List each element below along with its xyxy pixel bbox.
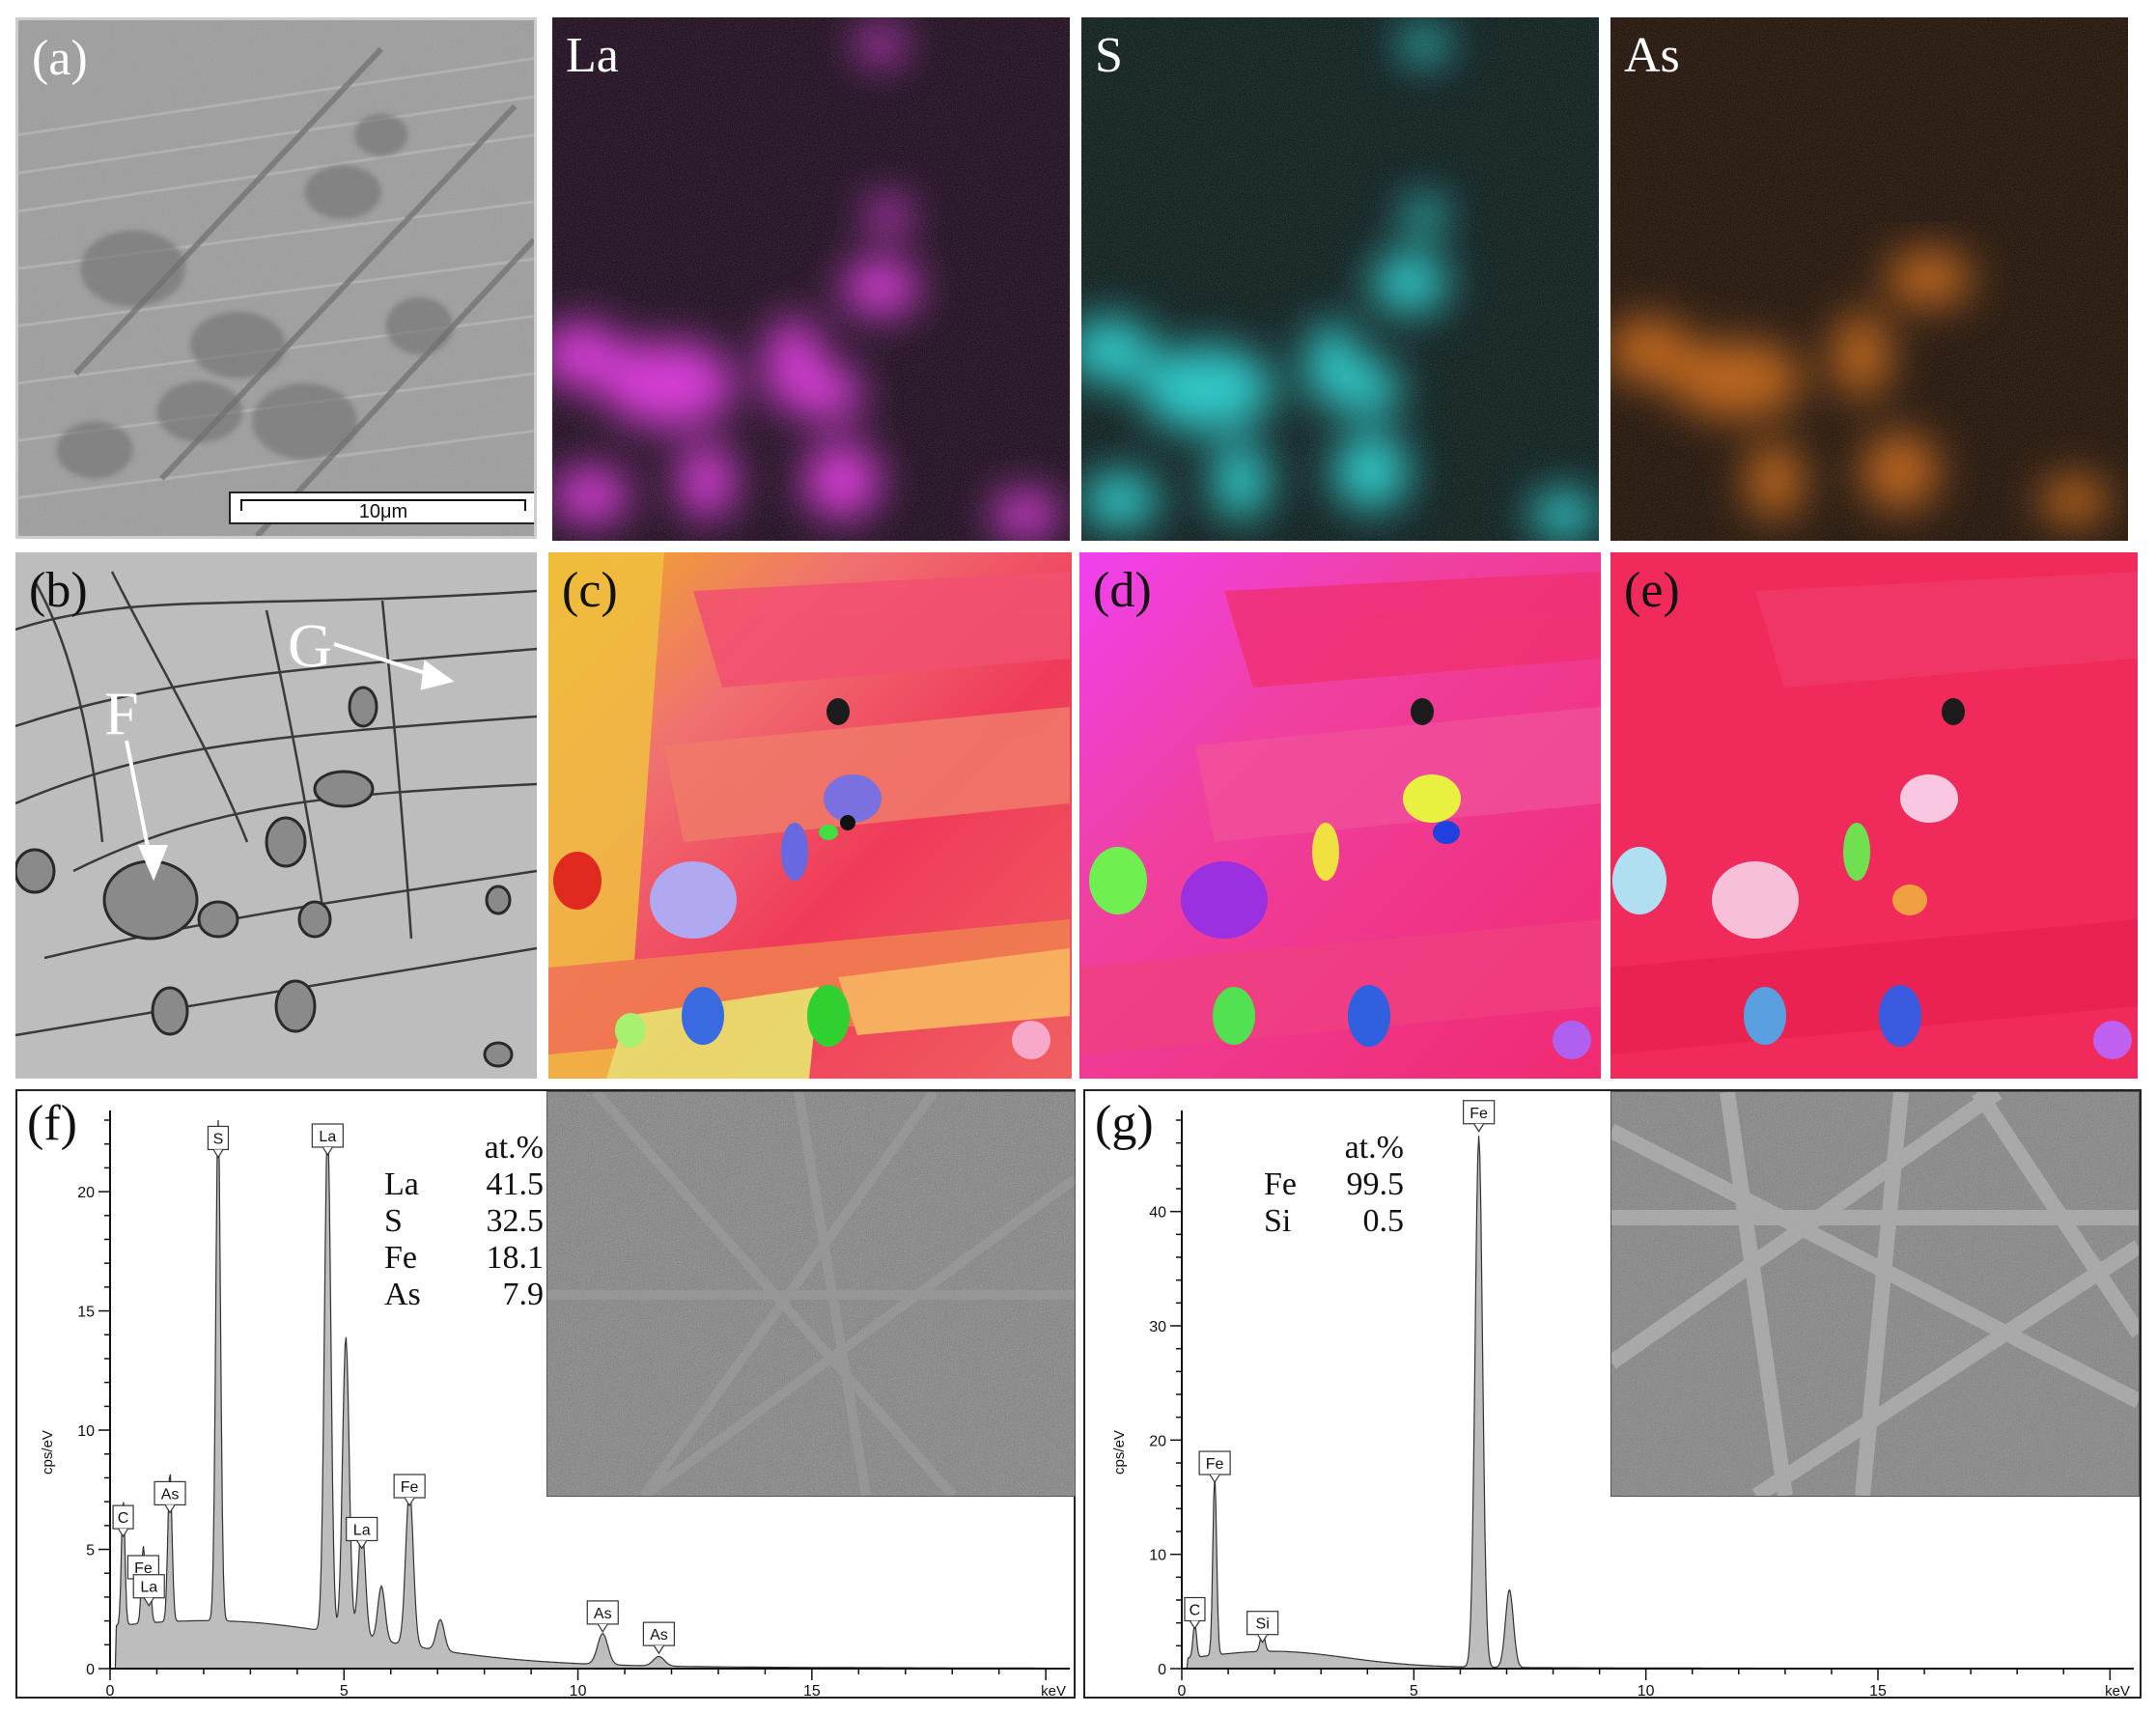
peak-label: As (642, 1621, 676, 1655)
peak-label: As (154, 1480, 186, 1514)
svg-text:Fe: Fe (401, 1479, 419, 1496)
svg-text:C: C (1190, 1603, 1201, 1619)
svg-text:C: C (118, 1510, 129, 1527)
peak-label: C (112, 1504, 134, 1538)
composition-row: Si 0.5 (1264, 1203, 1404, 1239)
peak-label: S (207, 1125, 230, 1159)
panel-d-label: (d) (1093, 563, 1152, 618)
peak-label: La (132, 1574, 165, 1607)
svg-text:As: As (650, 1627, 668, 1644)
ebsd-map-d-panel: (d) (1079, 552, 1601, 1079)
grain-g-annotation: G (288, 611, 333, 680)
y-tick-label: 20 (77, 1185, 95, 1201)
x-tick-label: 0 (1178, 1683, 1187, 1697)
composition-header: at.% (1344, 1130, 1404, 1166)
svg-text:La: La (319, 1129, 336, 1145)
scale-bar: 10μm (229, 492, 534, 524)
svg-text:Fe: Fe (1206, 1456, 1224, 1473)
x-tick-label: 15 (1869, 1683, 1887, 1697)
composition-row: La 41.5 (384, 1166, 544, 1202)
panel-b-label: (b) (29, 563, 88, 618)
panel-c-label: (c) (562, 563, 618, 618)
svg-text:S: S (213, 1131, 224, 1147)
svg-text:La: La (353, 1522, 371, 1538)
svg-text:La: La (140, 1580, 157, 1596)
peak-label: Fe (393, 1474, 426, 1507)
x-tick-label: 10 (1638, 1683, 1655, 1697)
x-tick-label: 5 (1410, 1683, 1418, 1697)
composition-row: S 32.5 (384, 1203, 544, 1239)
y-tick-label: 20 (1149, 1433, 1166, 1449)
svg-text:Si: Si (1256, 1616, 1270, 1633)
composition-table-f: at.% La 41.5 S 32.5 Fe 18.1 As 7.9 (384, 1130, 544, 1313)
y-tick-label: 10 (77, 1423, 95, 1440)
ebsd-map-c-panel: (c) (548, 552, 1072, 1079)
svg-text:Fe: Fe (1470, 1106, 1488, 1122)
peak-label: La (346, 1516, 378, 1550)
svg-text:As: As (594, 1606, 612, 1622)
composition-header: at.% (484, 1130, 544, 1166)
eds-spectrum-g-panel: 0 5 10 15 0 10 20 30 40 keV cps/eV C Fe Si Fe (g) at.%… (1083, 1089, 2142, 1699)
y-tick-label: 30 (1149, 1319, 1166, 1335)
x-axis-label: keV (1041, 1683, 1066, 1697)
eds-spectrum-g-chart: 0 5 10 15 0 10 20 30 40 keV cps/eV C Fe Si Fe (1111, 1100, 2134, 1697)
as-map-label: As (1624, 28, 1680, 83)
eds-spectrum-f-panel: 0 5 10 15 0 5 10 15 20 keV cps/eV C Fe La As S La La Fe As A… (15, 1089, 1076, 1699)
peak-label: Si (1246, 1611, 1279, 1644)
as-map-panel: As (1610, 17, 2128, 541)
panel-a-label: (a) (32, 31, 88, 86)
composition-table-g: at.% Fe 99.5 Si 0.5 (1264, 1130, 1404, 1240)
s-map-panel: S (1081, 17, 1599, 541)
y-tick-label: 15 (77, 1305, 95, 1321)
x-tick-label: 15 (803, 1683, 821, 1697)
composition-row: As 7.9 (384, 1277, 544, 1312)
x-axis-label: keV (2105, 1683, 2130, 1697)
sem-image-panel: (a) 10μm (15, 17, 537, 539)
x-tick-label: 10 (570, 1683, 587, 1697)
kikuchi-pattern-g (1610, 1091, 2140, 1497)
panel-e-label: (e) (1624, 563, 1680, 618)
composition-row: Fe 99.5 (1264, 1166, 1404, 1202)
panel-f-label: (f) (27, 1096, 77, 1151)
eds-spectrum-f-chart: 0 5 10 15 0 5 10 15 20 keV cps/eV C Fe La As S La La Fe As A… (40, 1110, 1070, 1697)
la-map-label: La (566, 28, 619, 83)
peak-label: As (586, 1600, 619, 1634)
svg-text:Fe: Fe (134, 1560, 153, 1577)
x-tick-label: 5 (340, 1683, 349, 1697)
y-tick-label: 40 (1149, 1205, 1166, 1222)
composition-row: Fe 18.1 (384, 1240, 544, 1276)
grain-f-annotation: F (104, 679, 139, 747)
peak-label: Fe (1198, 1450, 1231, 1484)
ebsd-map-e-panel: (e) (1610, 552, 2138, 1079)
panel-g-label: (g) (1095, 1096, 1154, 1151)
y-tick-label: 0 (86, 1662, 95, 1678)
y-tick-label: 10 (1149, 1548, 1166, 1564)
svg-text:As: As (161, 1486, 180, 1503)
y-tick-label: 5 (86, 1543, 95, 1559)
y-axis-label: cps/eV (40, 1430, 56, 1475)
kikuchi-pattern-f (546, 1091, 1076, 1497)
peak-label: La (311, 1123, 344, 1157)
microstructure-panel: (b) G F (15, 552, 537, 1079)
y-axis-label: cps/eV (1111, 1430, 1128, 1475)
peak-label: Fe (1463, 1100, 1496, 1133)
s-map-label: S (1095, 28, 1123, 83)
la-map-panel: La (552, 17, 1070, 541)
x-tick-label: 0 (106, 1683, 115, 1697)
peak-label: C (1184, 1596, 1206, 1630)
scale-bar-label: 10μm (358, 501, 408, 522)
y-tick-label: 0 (1158, 1662, 1166, 1678)
